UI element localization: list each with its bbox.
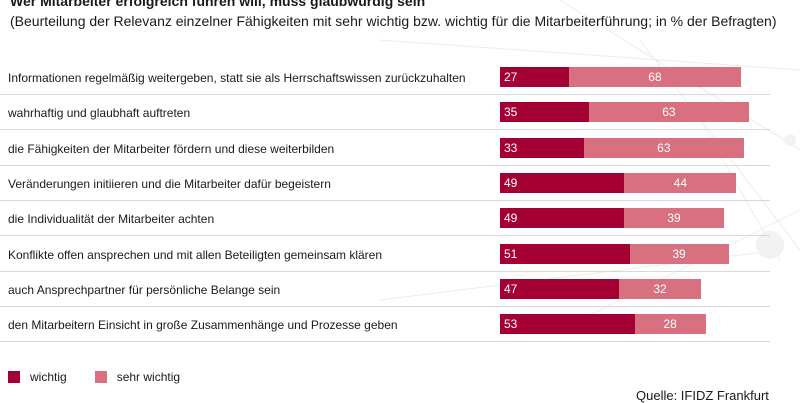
value-label-sehr-wichtig: 63 — [657, 141, 671, 155]
row-separator — [0, 94, 770, 95]
row-separator — [0, 271, 770, 272]
chart-subtitle: (Beurteilung der Relevanz einzelner Fähi… — [10, 13, 777, 29]
category-label: den Mitarbeitern Einsicht in große Zusam… — [8, 318, 398, 332]
legend-item-sehr-wichtig: sehr wichtig — [94, 370, 181, 384]
row-separator — [0, 235, 770, 236]
bar-wichtig — [500, 279, 620, 299]
value-label-wichtig: 49 — [504, 176, 518, 190]
bar-sehr-wichtig — [583, 138, 744, 158]
bar-wichtig — [500, 102, 589, 122]
bar-sehr-wichtig — [568, 67, 742, 87]
value-label-sehr-wichtig: 44 — [673, 176, 687, 190]
legend-swatch-wichtig — [8, 371, 20, 383]
category-label: Konflikte offen ansprechen und mit allen… — [8, 248, 383, 262]
bar-wichtig — [500, 173, 625, 193]
source-note: Quelle: IFIDZ Frankfurt — [636, 388, 769, 403]
bar-wichtig — [500, 314, 635, 334]
bar-sehr-wichtig — [624, 173, 737, 193]
value-label-sehr-wichtig: 39 — [667, 211, 681, 225]
bar-sehr-wichtig — [629, 244, 729, 264]
row-separator — [0, 200, 770, 201]
row-separator — [0, 306, 770, 307]
value-label-wichtig: 51 — [504, 247, 518, 261]
legend: wichtig sehr wichtig — [8, 370, 208, 384]
bar-wichtig — [500, 138, 584, 158]
value-label-wichtig: 35 — [504, 105, 518, 119]
legend-swatch-sehr-wichtig — [94, 371, 107, 383]
category-label: wahrhaftig und glaubhaft auftreten — [8, 106, 191, 120]
bar-sehr-wichtig — [588, 102, 749, 122]
row-separator — [0, 341, 770, 342]
value-label-sehr-wichtig: 39 — [672, 247, 686, 261]
legend-item-wichtig: wichtig — [8, 370, 67, 384]
category-label: die Fähigkeiten der Mitarbeiter fördern … — [8, 142, 335, 156]
value-label-sehr-wichtig: 68 — [648, 70, 662, 84]
value-label-wichtig: 53 — [504, 317, 518, 331]
value-label-sehr-wichtig: 32 — [653, 282, 667, 296]
value-label-wichtig: 33 — [504, 141, 518, 155]
bar-wichtig — [500, 208, 625, 228]
legend-label-sehr-wichtig: sehr wichtig — [116, 370, 181, 384]
value-label-sehr-wichtig: 28 — [663, 317, 677, 331]
category-label: auch Ansprechpartner für persönliche Bel… — [8, 283, 281, 297]
value-label-sehr-wichtig: 63 — [662, 105, 676, 119]
row-separator — [0, 129, 770, 130]
bar-sehr-wichtig — [634, 314, 706, 334]
row-separator — [0, 165, 770, 166]
value-label-wichtig: 27 — [504, 70, 518, 84]
value-label-wichtig: 47 — [504, 282, 518, 296]
bar-wichtig — [500, 67, 569, 87]
category-label: Veränderungen initiieren und die Mitarbe… — [8, 177, 331, 191]
bar-sehr-wichtig — [624, 208, 724, 228]
bar-sehr-wichtig — [619, 279, 701, 299]
category-label: die Individualität der Mitarbeiter achte… — [8, 212, 215, 226]
value-label-wichtig: 49 — [504, 211, 518, 225]
legend-label-wichtig: wichtig — [30, 370, 67, 384]
category-label: Informationen regelmäßig weitergeben, st… — [8, 71, 466, 85]
chart-title: Wer Mitarbeiter erfolgreich führen will,… — [10, 0, 426, 9]
bar-wichtig — [500, 244, 630, 264]
